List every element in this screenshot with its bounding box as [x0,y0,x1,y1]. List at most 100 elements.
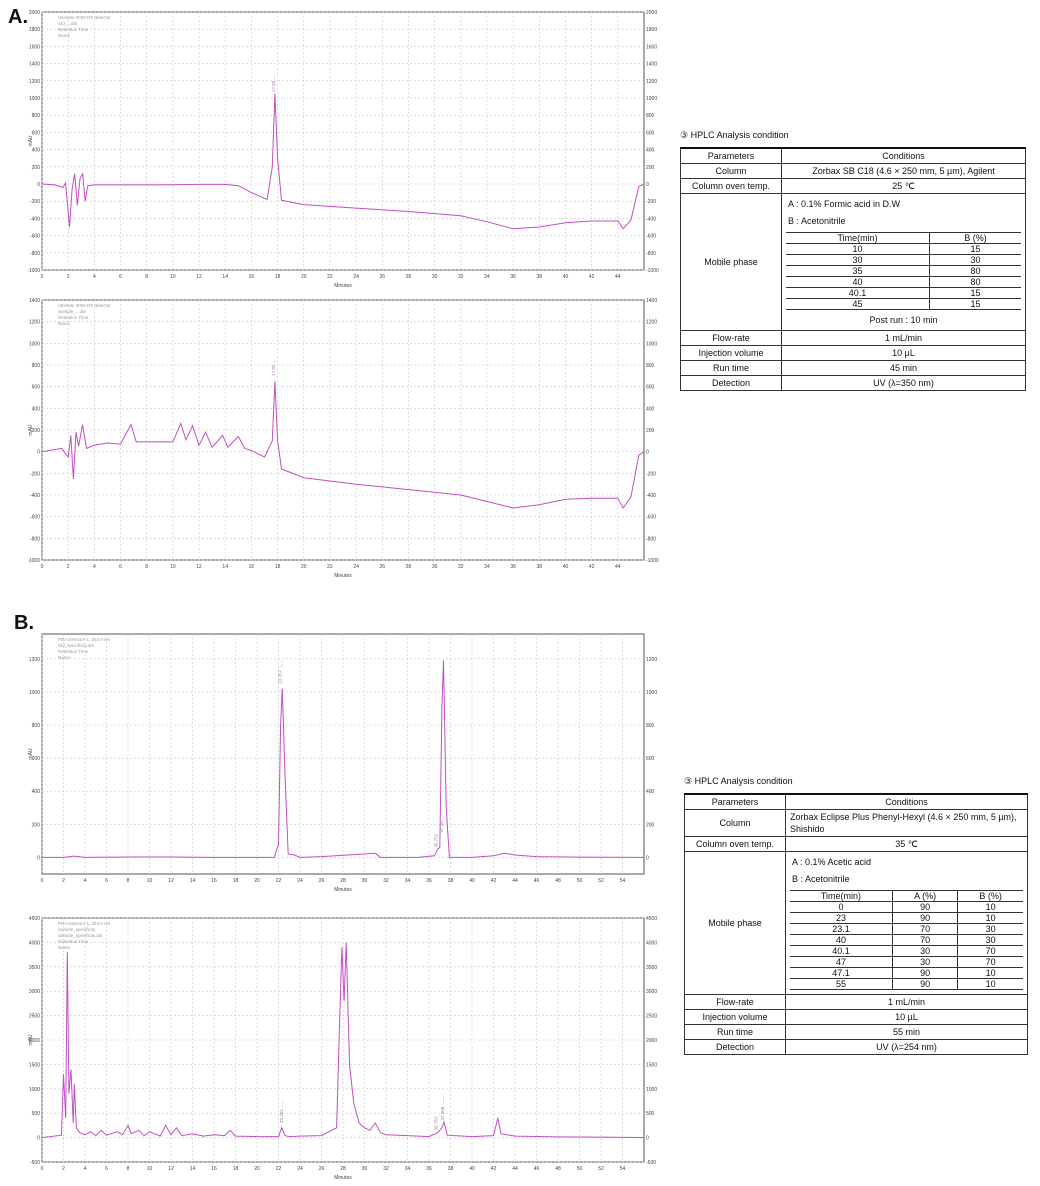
y-tick-label-right: 4000 [646,940,657,946]
x-tick-label: 18 [275,274,281,280]
y-tick-label-right: -600 [646,234,656,240]
gradient-b: 30 [957,923,1023,935]
x-tick-label: 42 [491,878,497,884]
y-tick-label: -200 [30,199,40,205]
x-tick-label: 42 [491,1166,497,1172]
header-parameters: Parameters [680,147,782,164]
detection-value: UV (λ=254 nm) [785,1039,1028,1055]
x-tick-label: 34 [405,1166,411,1172]
y-tick-label-right: 2000 [646,1038,657,1044]
x-tick-label: 26 [319,1166,325,1172]
gradient-a: 30 [891,945,958,957]
x-tick-label: 44 [615,274,621,280]
x-tick-label: 34 [484,274,490,280]
x-tick-label: 20 [301,564,307,570]
x-tick-label: 52 [598,1166,604,1172]
x-tick-label: 36 [510,564,516,570]
x-tick-label: 2 [62,1166,65,1172]
x-tick-label: 2 [67,564,70,570]
oven-value: 35 ℃ [785,836,1028,852]
x-tick-label: 44 [512,1166,518,1172]
column-value: Zorbax Eclipse Plus Phenyl-Hexyl (4.6 × … [785,809,1028,837]
x-tick-label: 36 [510,274,516,280]
y-tick-label-right: -1000 [646,558,659,564]
y-tick-label-right: 200 [646,165,655,171]
injection-value: 10 µL [781,345,1026,361]
legend-line: PDA Detector 1, 254.0 nm [58,637,111,642]
y-tick-label: 600 [32,385,41,391]
gradient-row: 23.1 70 30 [790,923,1023,935]
x-tick-label: 38 [537,274,543,280]
y-tick-label-right: -200 [646,199,656,205]
x-tick-label: 2 [62,878,65,884]
mobile-phase-cell: A : 0.1% Acetic acid B : Acetonitrile Ti… [785,851,1028,995]
gradient-row: 23 90 10 [790,912,1023,924]
gradient-time: 55 [790,978,893,990]
legend-line: PDA Detector 1, 254.0 nm [58,921,111,926]
condition-title: ③ HPLC Analysis condition [680,130,789,140]
y-tick-label: 1400 [29,62,40,68]
y-axis-label: mAU [28,748,34,760]
y-tick-label-right: 0 [646,182,649,188]
x-tick-label: 12 [168,878,174,884]
chromatogram-a-sample: 0 2 4 6 8 10 12 14 16 18 20 22 24 26 28 30 32 34 36 38 40 42 4… [28,296,664,580]
y-tick-label: 0 [37,182,40,188]
x-tick-label: 54 [620,878,626,884]
y-tick-label-right: 500 [646,1111,655,1117]
x-tick-label: 18 [233,1166,239,1172]
gradient-header-a: A (%) [891,890,958,902]
x-tick-label: 8 [145,564,148,570]
x-tick-label: 8 [145,274,148,280]
panel-label-a: A. [8,6,28,28]
y-tick-label: 400 [32,406,41,412]
y-tick-label: 500 [32,1111,41,1117]
x-tick-label: 6 [119,274,122,280]
y-tick-label-right: 1400 [646,298,657,304]
x-tick-label: 14 [222,564,228,570]
x-tick-label: 26 [319,878,325,884]
mobile-b: B : Acetonitrile [788,216,846,226]
detection-value: UV (λ=350 nm) [781,375,1026,391]
y-tick-label: 1200 [29,79,40,85]
x-tick-label: 28 [406,564,412,570]
gradient-time: 40.1 [786,287,930,299]
gradient-b: 15 [929,298,1021,310]
legend-line: Sample_specificity.dat [58,933,103,938]
gradient-header-b: B (%) [957,890,1023,902]
gradient-a: 30 [891,956,958,968]
y-axis-label: mAU [28,135,34,147]
y-tick-label: 800 [32,363,41,369]
series-trace [41,942,645,1139]
x-tick-label: 16 [211,878,217,884]
legend-line: Retention Time [58,315,89,320]
gradient-time: 10 [786,243,930,255]
y-tick-label: 600 [32,756,41,762]
x-tick-label: 24 [353,564,359,570]
x-tick-label: 38 [537,564,543,570]
y-tick-label: 1000 [29,690,40,696]
peak-label: 22.357 ...... [278,661,283,684]
injection-label: Injection volume [684,1009,786,1025]
run-time-label: Run time [684,1024,786,1040]
x-axis-label: Minutes [334,1175,352,1181]
detection-label: Detection [680,375,782,391]
x-tick-label: 40 [469,878,475,884]
y-tick-label: 1000 [29,1087,40,1093]
x-tick-label: 24 [297,878,303,884]
gradient-b: 10 [957,901,1023,913]
gradient-header-time: Time(min) [790,890,893,902]
y-tick-label-right: -400 [646,216,656,222]
y-tick-label-right: 600 [646,130,655,136]
y-axis-label: mAU [28,424,34,436]
x-tick-label: 32 [458,274,464,280]
y-tick-label: -1000 [28,558,40,564]
gradient-time: 40 [786,276,930,288]
y-tick-label-right: 200 [646,822,655,828]
x-tick-label: 14 [222,274,228,280]
legend-line: Sample_specificity [58,927,96,932]
gradient-b: 10 [957,912,1023,924]
condition-table: Parameters Conditions Column Zorbax Ecli… [684,793,1028,1055]
hplc-condition-a: ③ HPLC Analysis condition Parameters Con… [680,130,1026,391]
x-tick-label: 44 [512,878,518,884]
legend-line: Name [58,321,71,326]
